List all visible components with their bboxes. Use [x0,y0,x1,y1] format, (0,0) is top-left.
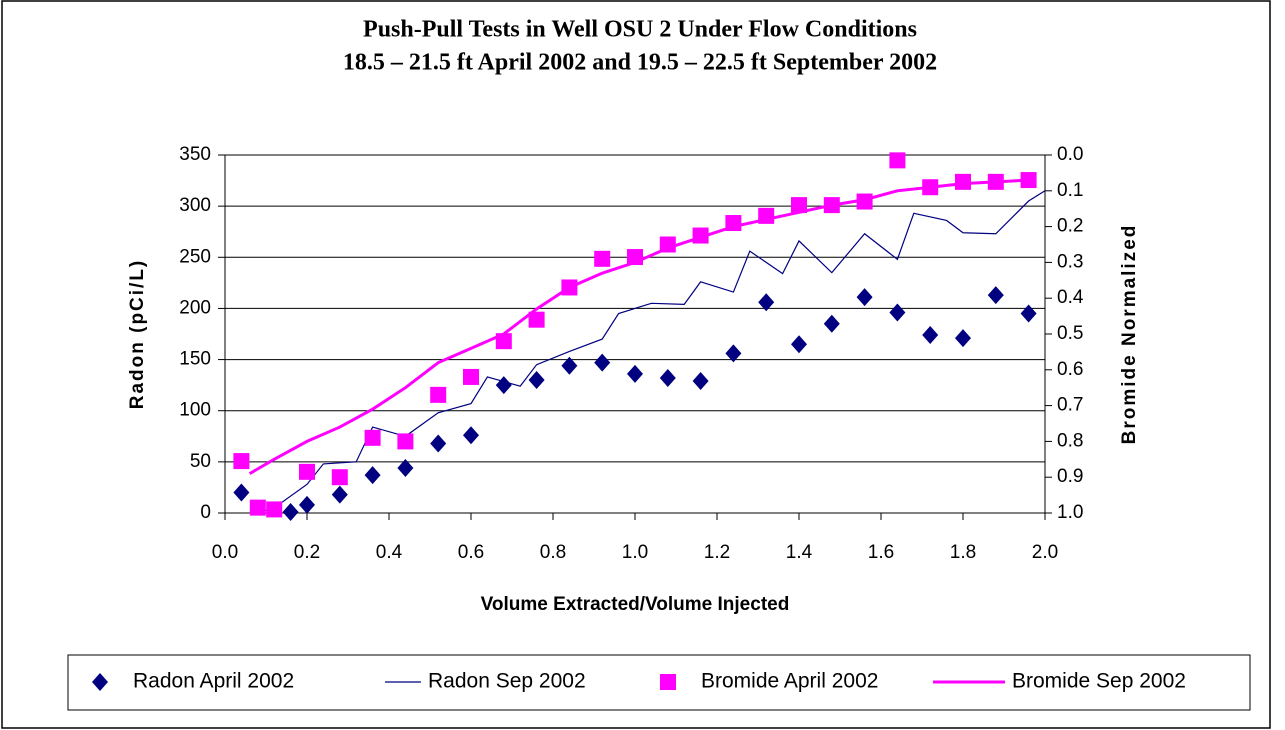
y2-tick-label: 0.3 [1057,251,1083,272]
data-point [987,286,1004,305]
legend-label: Bromide April 2002 [701,670,878,693]
data-point [331,485,348,504]
y2-tick-label: 0.7 [1057,395,1083,416]
y2-tick-label: 0.8 [1057,430,1083,451]
data-point [495,376,512,395]
data-point [594,353,611,372]
legend-marker [92,673,108,691]
data-point [463,426,479,445]
data-point [791,197,807,214]
legend-marker [660,674,676,690]
y2-tick-label: 0.6 [1057,359,1083,380]
data-point [430,386,447,403]
data-point [955,173,971,190]
data-point [758,293,775,312]
y2-tick-label: 0.1 [1057,180,1083,201]
data-point [791,335,807,354]
x-tick-label: 0.2 [294,542,320,563]
data-point [463,368,479,385]
y2-tick-label: 1.0 [1057,502,1083,523]
data-point [249,499,266,516]
x-tick-label: 1.6 [868,542,894,563]
data-point [233,453,250,470]
data-point [659,368,676,387]
data-point [561,356,578,375]
data-point [299,463,315,480]
legend-label: Bromide Sep 2002 [1012,670,1186,693]
x-axis-label: Volume Extracted/Volume Injected [481,594,790,615]
y-tick-label: 0 [200,502,211,523]
data-point [299,495,315,514]
y2-tick-label: 0.9 [1057,466,1083,487]
x-tick-label: 1.2 [704,542,730,563]
data-point [725,344,742,363]
data-point [397,433,414,450]
data-point [594,250,611,267]
chart-title: Push-Pull Tests in Well OSU 2 Under Flow… [363,17,917,43]
data-point [823,314,840,333]
x-tick-label: 0.4 [376,542,403,563]
y2-tick-label: 0.0 [1057,144,1083,165]
data-point [889,152,906,169]
y-tick-label: 100 [179,400,211,421]
y-tick-label: 250 [179,246,211,267]
legend-label: Radon April 2002 [133,670,294,693]
data-point [397,458,414,477]
data-point [282,502,299,521]
x-tick-label: 2.0 [1032,542,1058,563]
chart-subtitle: 18.5 – 21.5 ft April 2002 and 19.5 – 22.… [343,50,937,76]
data-point [955,329,971,348]
data-point [1020,304,1037,323]
series-line [257,190,1046,514]
y-axis-label: Radon (pCi/L) [127,259,148,410]
series-line [248,178,1029,475]
legend-label: Radon Sep 2002 [428,670,586,693]
x-tick-label: 1.4 [786,542,813,563]
data-point [364,429,381,446]
data-point [364,466,381,485]
data-point [856,288,873,307]
data-point [528,371,545,390]
y2-tick-label: 0.4 [1057,287,1084,308]
x-tick-label: 0.6 [458,542,484,563]
y2-tick-label: 0.5 [1057,323,1083,344]
data-point [233,483,250,502]
y2-axis-label: Bromide Normalized [1119,224,1140,445]
data-point [528,311,545,328]
legend-box [67,654,1251,711]
data-point [627,364,643,383]
y-tick-label: 300 [179,195,211,216]
y-tick-label: 200 [179,297,211,318]
x-tick-label: 1.8 [950,542,976,563]
y2-tick-label: 0.2 [1057,216,1083,237]
x-tick-label: 0.0 [212,542,238,563]
y-tick-label: 150 [179,349,211,370]
data-point [430,434,447,453]
y-tick-label: 50 [190,451,211,472]
x-tick-label: 0.8 [540,542,566,563]
data-point [692,372,709,391]
data-point [266,501,283,518]
data-point [889,303,906,322]
x-tick-label: 1.0 [622,542,648,563]
y-tick-label: 350 [179,144,211,165]
data-point [922,326,939,345]
data-point [331,469,348,486]
